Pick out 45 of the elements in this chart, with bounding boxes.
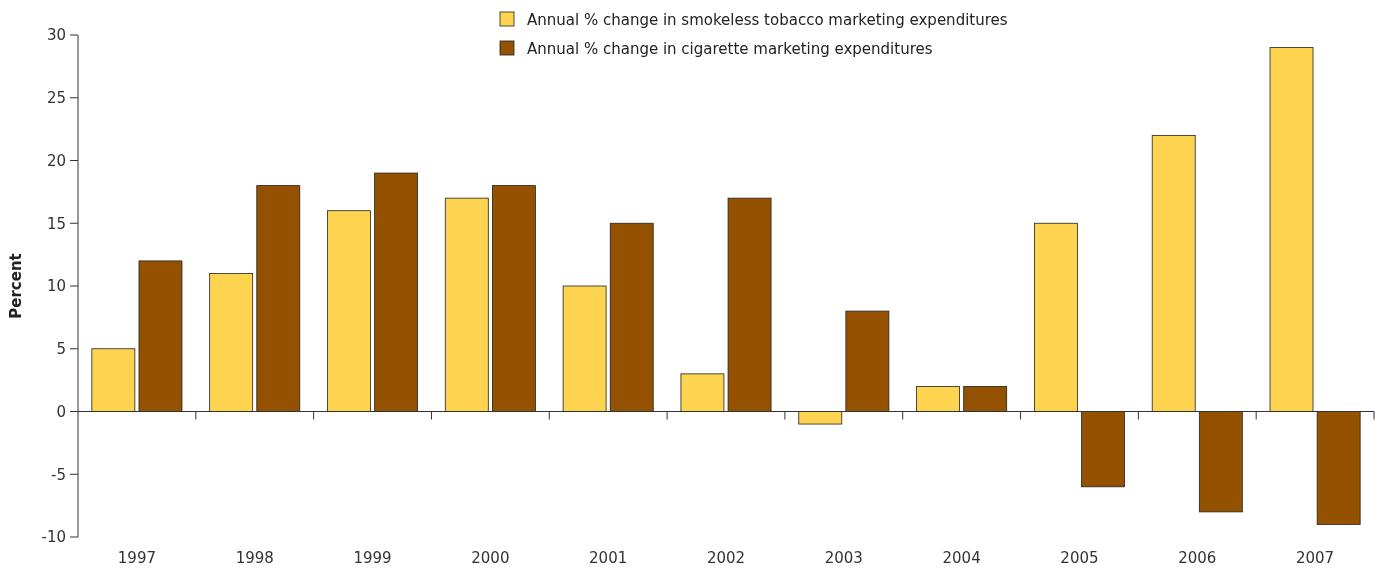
y-tick-label: 15 [46, 214, 66, 233]
y-tick-label: -5 [51, 465, 66, 484]
bar [609, 222, 654, 412]
bar [916, 386, 960, 412]
bar [91, 348, 136, 412]
bar [492, 185, 536, 412]
y-axis-title: Percent [7, 253, 25, 319]
bar [374, 172, 419, 412]
bar [444, 197, 489, 412]
x-tick-label: 2003 [824, 549, 863, 567]
bar [327, 210, 371, 412]
bar [798, 411, 843, 425]
x-tick-label: 1997 [117, 549, 156, 567]
x-tick-label: 2000 [471, 549, 510, 567]
legend-label: Annual % change in smokeless tobacco marketing expenditures [527, 11, 1008, 30]
x-tick-label: 1999 [353, 549, 392, 567]
bar [256, 185, 301, 412]
x-tick-label: 2005 [1060, 549, 1099, 567]
bar [1198, 411, 1243, 513]
bar [680, 373, 725, 412]
y-tick-label: 25 [46, 89, 66, 107]
x-tick-label: 2001 [589, 549, 628, 567]
y-tick-label: 10 [46, 277, 66, 296]
bar [209, 273, 254, 412]
x-tick-label: 2002 [706, 549, 746, 567]
x-tick-label: 2007 [1296, 549, 1335, 567]
y-tick-label: 5 [56, 340, 66, 358]
legend-label: Annual % change in cigarette marketing expenditures [527, 40, 933, 59]
x-tick-label: 1998 [235, 549, 274, 567]
bar [1151, 135, 1196, 412]
y-tick-label: 20 [46, 151, 66, 170]
bar [963, 386, 1008, 412]
y-tick-label: 0 [56, 402, 66, 421]
bar [1033, 222, 1078, 412]
bar [138, 260, 183, 412]
x-tick-label: 2006 [1178, 549, 1217, 567]
y-tick-label: -10 [41, 528, 66, 547]
bar [1316, 411, 1361, 525]
bar [562, 285, 607, 412]
bar [727, 197, 772, 412]
bar [1269, 47, 1314, 412]
x-tick-label: 2004 [942, 549, 981, 567]
y-tick-label: 30 [46, 26, 66, 45]
bar [1081, 411, 1125, 488]
bar [845, 310, 890, 412]
